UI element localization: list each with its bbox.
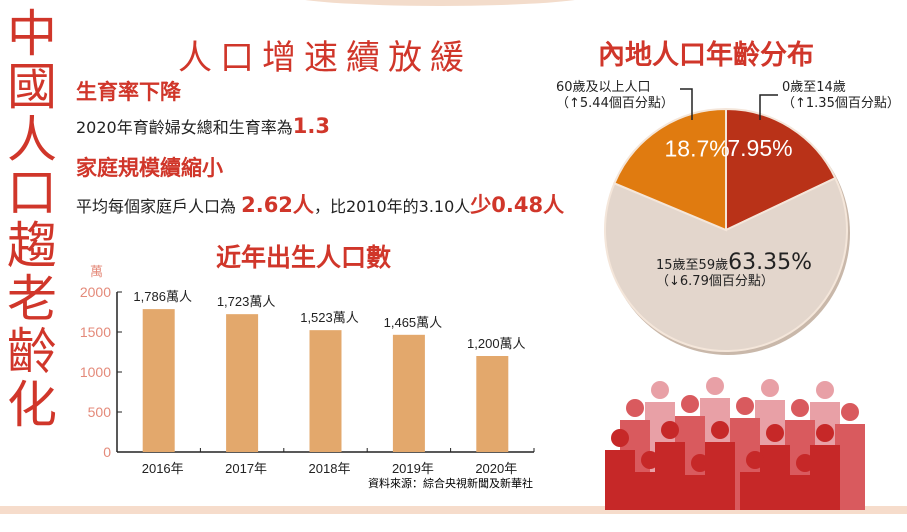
person-head bbox=[816, 424, 834, 442]
y-tick-label: 1500 bbox=[80, 324, 111, 340]
pie-label-old: 60歲及以上人口 （↑5.44個百分點） bbox=[556, 80, 674, 112]
person-head bbox=[736, 397, 754, 415]
title-char: 趨 bbox=[7, 217, 57, 275]
person-head bbox=[766, 424, 784, 442]
pie-slice bbox=[725, 107, 837, 232]
x-tick-label: 2020年 bbox=[475, 461, 517, 476]
person-body bbox=[740, 472, 770, 510]
fertility-desc: 2020年育齡婦女總和生育率為 bbox=[76, 118, 293, 137]
bar-data-label: 1,465萬人 bbox=[384, 315, 443, 330]
label-old-change: （↑5.44個百分點） bbox=[556, 96, 674, 111]
person-body bbox=[605, 450, 635, 510]
person-head bbox=[626, 399, 644, 417]
person-head bbox=[641, 451, 659, 469]
label-young-change: （↑1.35個百分點） bbox=[782, 96, 900, 111]
person-body bbox=[685, 475, 715, 510]
person-head bbox=[681, 395, 699, 413]
x-tick-label: 2019年 bbox=[392, 461, 434, 476]
bar bbox=[142, 309, 175, 452]
title-char: 齡 bbox=[7, 323, 57, 381]
subtitle: 人口增速續放緩 bbox=[178, 38, 472, 78]
household-decrease: 少0.48人 bbox=[470, 193, 565, 217]
bar-data-label: 1,723萬人 bbox=[217, 294, 276, 309]
person-head bbox=[746, 451, 764, 469]
bar-data-label: 1,786萬人 bbox=[133, 289, 192, 304]
bar-data-label: 1,200萬人 bbox=[467, 336, 526, 351]
bar bbox=[309, 330, 342, 452]
pie-label-young: 0歲至14歲 （↑1.35個百分點） bbox=[782, 80, 900, 112]
crowd-illustration bbox=[605, 377, 865, 510]
pie-slice bbox=[604, 176, 848, 352]
person-head bbox=[651, 381, 669, 399]
person-head bbox=[761, 379, 779, 397]
person-body bbox=[635, 472, 665, 510]
person-head bbox=[691, 454, 709, 472]
person-body bbox=[790, 475, 820, 510]
bar-chart-title: 近年出生人口數 bbox=[216, 243, 392, 272]
title-char: 人 bbox=[7, 111, 57, 169]
person-head bbox=[706, 377, 724, 395]
person-head bbox=[816, 381, 834, 399]
person-head bbox=[791, 399, 809, 417]
bar-data-label: 1,523萬人 bbox=[300, 310, 359, 325]
household-desc: 平均每個家庭戶人口為 bbox=[76, 197, 237, 216]
household-text: 平均每個家庭戶人口為 2.62人，比2010年的3.10人少0.48人 bbox=[76, 189, 564, 219]
leader-line-young bbox=[759, 94, 778, 120]
x-tick-label: 2018年 bbox=[309, 461, 351, 476]
fertility-heading: 生育率下降 bbox=[76, 79, 181, 104]
label-working-change: （↓6.79個百分點） bbox=[656, 274, 774, 289]
x-tick-label: 2017年 bbox=[225, 461, 267, 476]
person-head bbox=[841, 403, 859, 421]
y-tick-label: 2000 bbox=[80, 284, 111, 300]
title-char: 化 bbox=[7, 376, 57, 434]
bar bbox=[226, 314, 259, 452]
fertility-text: 2020年育齡婦女總和生育率為1.3 bbox=[76, 114, 330, 138]
pie-value-label: 17.95% bbox=[715, 135, 793, 161]
main-title-vertical: 中 國 人 口 趨 老 齡 化 bbox=[6, 8, 58, 432]
person-head bbox=[661, 421, 679, 439]
household-compare: ，比2010年的3.10人 bbox=[313, 197, 471, 216]
title-char: 中 bbox=[7, 5, 57, 63]
title-char: 國 bbox=[7, 58, 57, 116]
label-working-name: 15歲至59歲 bbox=[656, 258, 729, 273]
source-note: 資料來源：綜合央視新聞及新華社 bbox=[368, 476, 533, 490]
y-tick-label: 1000 bbox=[80, 364, 111, 380]
bar bbox=[476, 356, 509, 452]
household-value: 2.62人 bbox=[241, 193, 314, 217]
pie-slice bbox=[613, 107, 727, 232]
y-tick-label: 0 bbox=[103, 444, 111, 460]
title-char: 口 bbox=[7, 164, 57, 222]
y-tick-label: 500 bbox=[88, 404, 112, 420]
person-body bbox=[835, 424, 865, 510]
bar bbox=[392, 334, 425, 452]
person-head bbox=[611, 429, 629, 447]
person-head bbox=[796, 454, 814, 472]
y-unit-label: 萬 bbox=[90, 264, 103, 279]
label-young-name: 0歲至14歲 bbox=[782, 80, 846, 95]
person-head bbox=[711, 421, 729, 439]
pie-value-label: 18.7% bbox=[665, 136, 730, 162]
bottom-stripe bbox=[0, 506, 907, 514]
pie-chart-title: 內地人口年齡分布 bbox=[598, 40, 814, 71]
decorative-arc bbox=[280, 0, 600, 6]
pie-label-working: 15歲至59歲63.35% （↓6.79個百分點） bbox=[656, 252, 812, 290]
label-old-name: 60歲及以上人口 bbox=[556, 80, 651, 95]
title-char: 老 bbox=[7, 270, 57, 328]
fertility-value: 1.3 bbox=[292, 114, 330, 138]
x-tick-label: 2016年 bbox=[142, 461, 184, 476]
leader-line-old bbox=[680, 88, 693, 120]
label-working-value: 63.35% bbox=[728, 250, 812, 275]
household-heading: 家庭規模續縮小 bbox=[76, 155, 223, 180]
